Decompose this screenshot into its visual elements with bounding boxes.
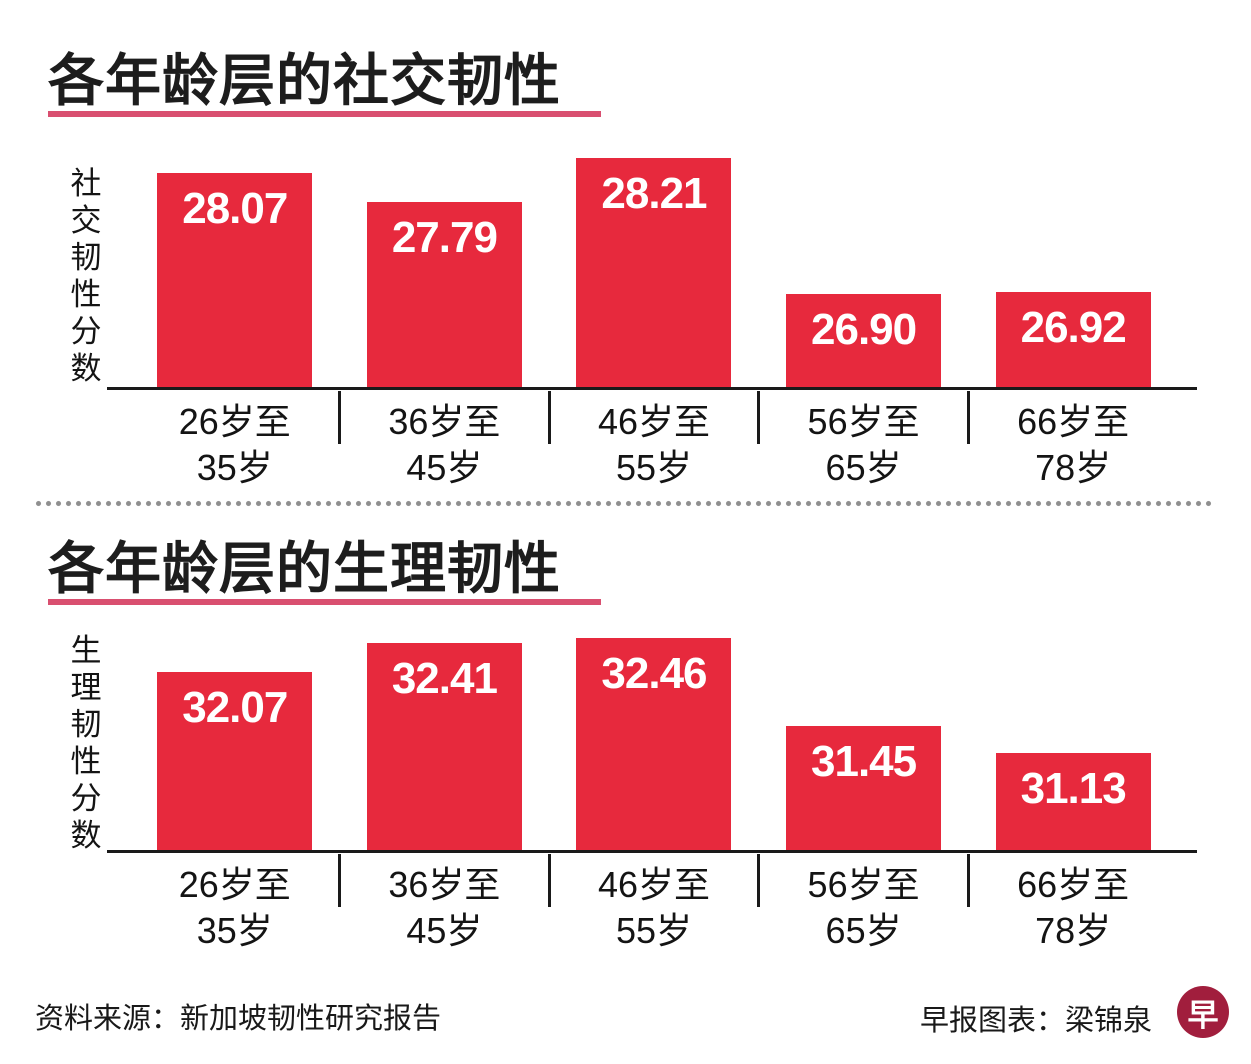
category-line-1: 36岁至 [388,401,501,442]
category-line-2: 45岁 [406,447,483,488]
zaobao-logo: 早 [1177,986,1229,1038]
axis-tick [338,854,342,907]
axis-tick [338,391,342,444]
category-line-1: 56岁至 [807,864,920,905]
bar: 28.21 [576,158,732,388]
category-line-2: 35岁 [196,447,273,488]
axis-tick [966,391,970,444]
bar-value-label: 32.41 [391,653,498,703]
category-line-1: 26岁至 [178,401,291,442]
category-line-2: 55岁 [615,910,692,951]
bar-column: 28.21 [549,128,759,388]
dotted-divider [35,500,1216,507]
x-category-label: 66岁至 78岁 [968,862,1178,954]
bar-value-label: 28.07 [182,183,288,233]
bar: 26.90 [786,294,942,388]
chart-title: 各年龄层的生理韧性 [48,537,561,600]
x-category-label: 56岁至 65岁 [759,399,969,491]
category-line-2: 35岁 [196,910,273,951]
category-line-1: 66岁至 [1017,401,1130,442]
bar-value-label: 26.90 [811,305,917,355]
category-line-1: 46岁至 [597,864,710,905]
credit-text: 早报图表：梁锦泉 [919,1005,1152,1037]
x-category-label: 26岁至 35岁 [130,399,340,491]
bar-column: 32.07 [130,609,340,851]
x-axis-labels: 26岁至 35岁 36岁至 45岁 46岁至 55岁 56岁至 65岁 66岁至 78岁 [130,862,1178,954]
title-underline [48,599,601,605]
logo-character: 早 [1187,997,1219,1033]
bar: 32.46 [576,638,732,851]
bar-column: 26.92 [968,128,1178,388]
bar-column: 31.13 [968,609,1178,851]
category-line-2: 78岁 [1035,447,1112,488]
category-line-1: 56岁至 [807,401,920,442]
bar: 27.79 [366,201,522,388]
x-axis-line [107,387,1197,390]
bar-column: 32.41 [340,609,550,851]
bar-value-label: 32.07 [182,683,288,733]
bar-value-label: 32.46 [601,649,707,699]
axis-tick [547,854,551,907]
axis-tick [547,391,551,444]
category-line-1: 66岁至 [1017,864,1130,905]
category-line-2: 65岁 [825,910,902,951]
y-axis-label: 生理韧性分数 [70,633,102,853]
chart-title: 各年龄层的社交韧性 [48,49,561,112]
category-line-2: 65岁 [825,447,902,488]
axis-ticks [130,391,1178,444]
x-category-label: 46岁至 55岁 [549,862,759,954]
plot-area: 28.07 27.79 28.21 26.90 26.92 [130,128,1178,388]
bar-value-label: 28.21 [601,169,707,219]
axis-tick [757,854,761,907]
bar: 32.41 [366,642,522,851]
axis-tick [757,391,761,444]
bar-value-label: 27.79 [391,212,498,262]
x-category-label: 66岁至 78岁 [968,399,1178,491]
bar-value-label: 31.13 [1020,764,1127,814]
axis-ticks [130,854,1178,907]
x-axis-labels: 26岁至 35岁 36岁至 45岁 46岁至 55岁 56岁至 65岁 66岁至 78岁 [130,399,1178,491]
bar: 28.07 [157,172,313,388]
x-category-label: 26岁至 35岁 [130,862,340,954]
x-axis-line [107,850,1197,853]
category-line-1: 36岁至 [388,864,501,905]
category-line-2: 55岁 [615,447,692,488]
bar-column: 27.79 [340,128,550,388]
bar-value-label: 31.45 [811,736,917,786]
bar: 31.13 [995,753,1151,851]
x-category-label: 36岁至 45岁 [340,399,550,491]
y-axis-label: 社交韧性分数 [70,166,102,386]
category-line-1: 26岁至 [178,864,291,905]
category-line-2: 78岁 [1035,910,1112,951]
axis-tick [966,854,970,907]
bar-value-label: 26.92 [1020,303,1127,353]
bar: 31.45 [786,725,942,851]
x-category-label: 36岁至 45岁 [340,862,550,954]
bar-column: 32.46 [549,609,759,851]
x-category-label: 56岁至 65岁 [759,862,969,954]
title-underline [48,111,601,117]
plot-area: 32.07 32.41 32.46 31.45 31.13 [130,609,1178,851]
bar-column: 28.07 [130,128,340,388]
category-line-1: 46岁至 [597,401,710,442]
bar-column: 31.45 [759,609,969,851]
x-category-label: 46岁至 55岁 [549,399,759,491]
bar: 26.92 [995,292,1151,388]
bar-column: 26.90 [759,128,969,388]
category-line-2: 45岁 [406,910,483,951]
source-text: 资料来源：新加坡韧性研究报告 [35,1003,442,1035]
bar: 32.07 [157,672,313,851]
